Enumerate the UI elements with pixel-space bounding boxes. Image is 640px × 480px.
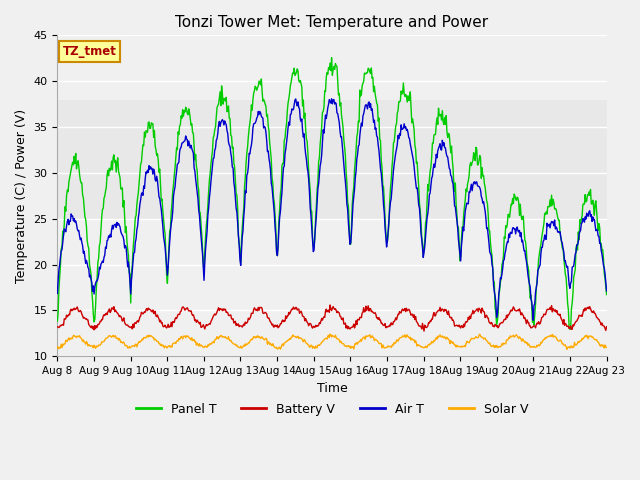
Battery V (176, 312, 184, 317)
Battery V (54, 324, 61, 330)
Panel T (415, 200, 423, 206)
Panel T (399, 80, 407, 86)
Air T (399, 125, 407, 131)
Air T (603, 288, 611, 294)
Air T (176, 149, 184, 155)
Line: Air T: Air T (58, 99, 607, 320)
Battery V (63, 314, 71, 320)
Y-axis label: Temperature (C) / Power (V): Temperature (C) / Power (V) (15, 109, 28, 283)
Air T (63, 219, 71, 225)
Solar V (415, 343, 423, 348)
Battery V (326, 302, 334, 308)
X-axis label: Time: Time (317, 382, 348, 395)
Panel T (63, 187, 71, 193)
Bar (58, 99, 607, 219)
Battery V (603, 324, 611, 330)
Solar V (205, 343, 212, 349)
Air T (415, 205, 423, 211)
Solar V (120, 339, 128, 345)
Solar V (54, 344, 61, 349)
Panel T (120, 198, 128, 204)
Line: Battery V: Battery V (58, 305, 607, 331)
Solar V (326, 331, 334, 337)
Panel T (603, 292, 611, 298)
Air T (205, 205, 212, 211)
Air T (529, 317, 537, 323)
Panel T (54, 318, 61, 324)
Battery V (205, 322, 212, 327)
Air T (328, 96, 335, 102)
Panel T (566, 326, 573, 332)
Battery V (415, 324, 423, 329)
Text: TZ_tmet: TZ_tmet (63, 45, 116, 58)
Line: Solar V: Solar V (58, 334, 607, 349)
Battery V (120, 315, 128, 321)
Solar V (176, 336, 184, 342)
Solar V (63, 338, 71, 344)
Air T (120, 237, 128, 243)
Panel T (176, 123, 184, 129)
Line: Panel T: Panel T (58, 58, 607, 329)
Air T (54, 290, 61, 296)
Title: Tonzi Tower Met: Temperature and Power: Tonzi Tower Met: Temperature and Power (175, 15, 488, 30)
Panel T (205, 189, 212, 194)
Battery V (420, 328, 428, 334)
Legend: Panel T, Battery V, Air T, Solar V: Panel T, Battery V, Air T, Solar V (131, 398, 533, 420)
Battery V (399, 308, 407, 313)
Solar V (603, 345, 611, 350)
Solar V (399, 334, 407, 339)
Solar V (563, 347, 571, 352)
Panel T (328, 55, 335, 60)
